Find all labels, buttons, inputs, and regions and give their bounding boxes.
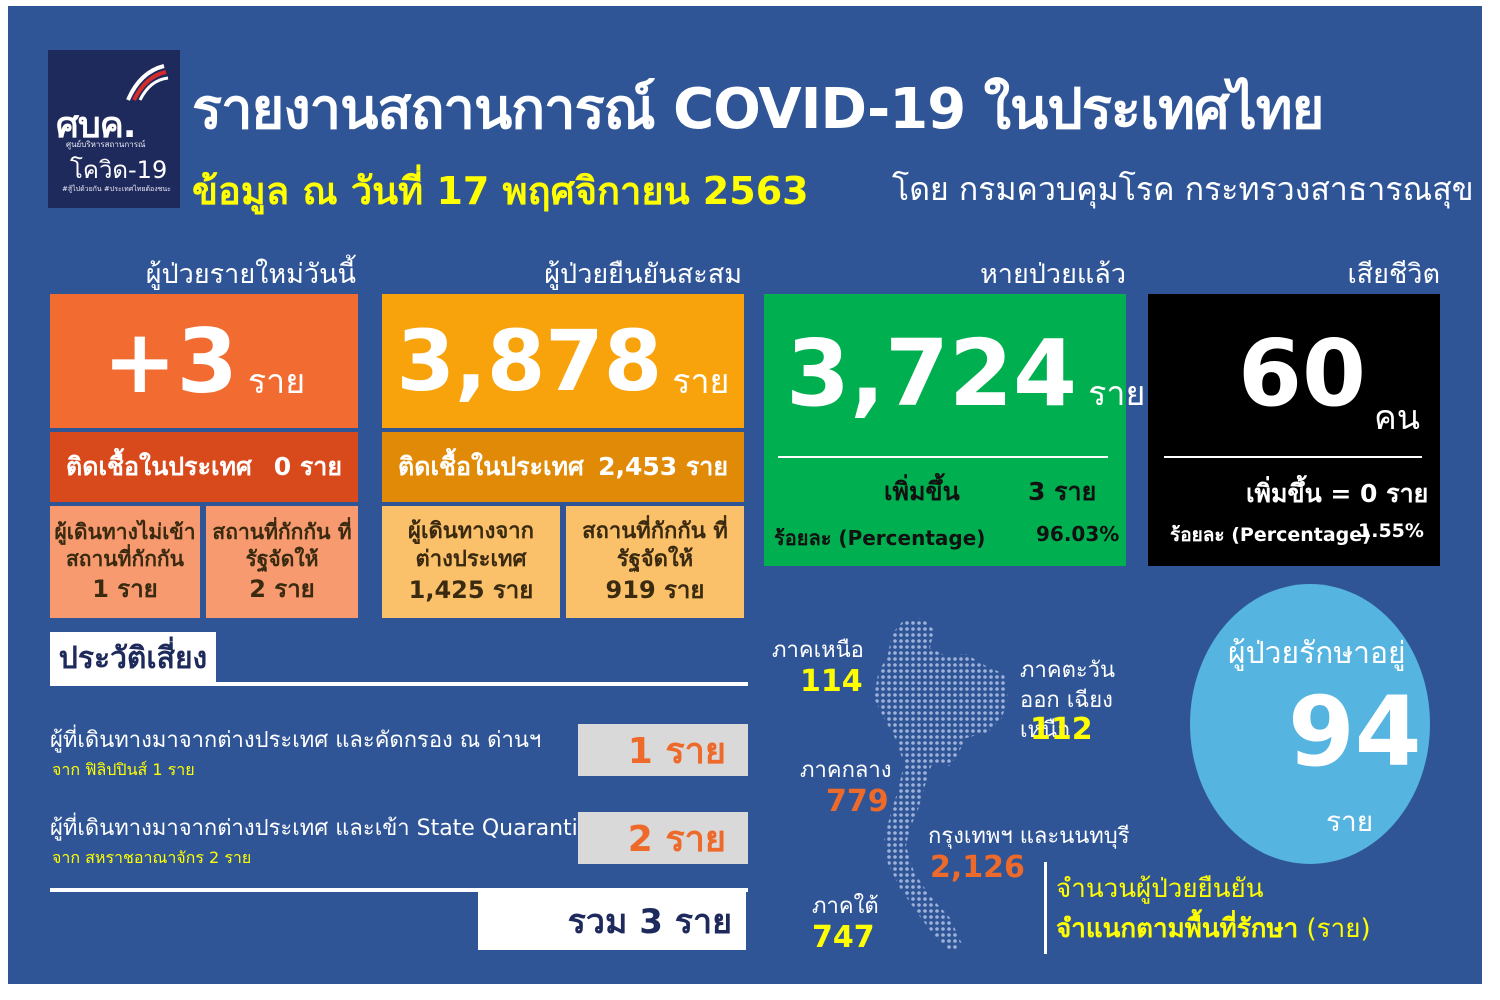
recovered-increase-value: 3 ราย <box>1028 477 1097 506</box>
cumulative-sub2-value: 919 ราย <box>605 576 705 604</box>
cca-logo: ศบค. ศูนย์บริหารสถานการณ์ โควิด-19 #สู้ไ… <box>48 50 180 208</box>
region-central-name: ภาคกลาง <box>800 758 892 783</box>
region-south-value: 747 <box>812 920 875 955</box>
region-central-value: 779 <box>826 784 889 819</box>
new-domestic-label: ติดเชื้อในประเทศ <box>66 452 252 481</box>
legend-line-2-bold: จำแนกตามพื้นที่รักษา <box>1056 914 1299 944</box>
deaths-value: 60 <box>1238 320 1367 427</box>
logo-hashtags: #สู้ไปด้วยกัน #ประเทศไทยต้องชนะ <box>62 185 171 193</box>
region-north-name: ภาคเหนือ <box>772 638 864 663</box>
date-line: ข้อมูล ณ วันที่ 17 พฤศจิกายน 2563 <box>192 169 809 213</box>
cumulative-state-quarantine-cell: สถานที่กักกัน ที่รัฐจัดให้ 919 ราย <box>566 506 744 618</box>
cumulative-unit: ราย <box>672 362 730 402</box>
region-bangkok-value: 2,126 <box>930 850 1025 885</box>
new-sub1-label: ผู้เดินทางไม่เข้า สถานที่กักกัน <box>54 520 196 571</box>
new-cases-heading: ผู้ป่วยรายใหม่วันนี้ <box>145 259 356 290</box>
deaths-percent-value: 1.55% <box>1358 520 1424 542</box>
recovered-percent-value: 96.03% <box>1036 522 1120 546</box>
new-cases-card: +3 ราย <box>50 294 358 428</box>
deaths-divider <box>1164 456 1422 458</box>
thailand-map-icon <box>874 618 1008 952</box>
legend-line-2: จำแนกตามพื้นที่รักษา (ราย) <box>1056 908 1371 949</box>
risk-item-2-desc: ผู้ที่เดินทางมาจากต่างประเทศ และเข้า Sta… <box>50 816 606 841</box>
legend-line-2-unit: (ราย) <box>1306 914 1371 944</box>
in-treatment-label: ผู้ป่วยรักษาอยู่ <box>1228 636 1406 671</box>
cumulative-domestic-label: ติดเชื้อในประเทศ <box>398 452 584 481</box>
region-bangkok-name: กรุงเทพฯ และนนทบุรี <box>928 824 1130 849</box>
legend-line-1: จำนวนผู้ป่วยยืนยัน <box>1056 874 1264 904</box>
in-treatment-circle <box>1190 584 1430 864</box>
recovered-increase-label: เพิ่มขึ้น <box>884 477 960 506</box>
region-north-value: 114 <box>800 664 863 699</box>
region-northeast-value: 112 <box>1030 712 1093 747</box>
region-south-name: ภาคใต้ <box>812 894 879 919</box>
region-northeast-name: ภาคตะวันออก เฉียงเหนือ <box>1020 658 1116 743</box>
deaths-card: 60 คน เพิ่มขึ้น = 0 ราย ร้อยละ (Percenta… <box>1148 294 1440 566</box>
new-non-quarantine-cell: ผู้เดินทางไม่เข้า สถานที่กักกัน 1 ราย <box>50 506 200 618</box>
page-title: รายงานสถานการณ์ COVID-19 ในประเทศไทย <box>192 77 1324 142</box>
in-treatment-unit: ราย <box>1326 805 1374 838</box>
cumulative-heading: ผู้ป่วยยืนยันสะสม <box>544 259 742 290</box>
deaths-unit: คน <box>1374 398 1420 438</box>
new-domestic-value: 0 ราย <box>273 452 342 481</box>
cumulative-domestic-row: ติดเชื้อในประเทศ 2,453 ราย <box>382 432 744 502</box>
risk-item-2-value: 2 ราย <box>578 812 748 864</box>
flag-ribbon-icon <box>126 64 169 101</box>
deaths-percent-label: ร้อยละ (Percentage) <box>1170 524 1371 546</box>
recovered-unit: ราย <box>1088 374 1146 414</box>
logo-title: ศบค. <box>56 105 136 146</box>
new-sub2-value: 2 ราย <box>249 575 315 603</box>
new-state-quarantine-cell: สถานที่กักกัน ที่รัฐจัดให้ 2 ราย <box>206 506 358 618</box>
risk-history-title: ประวัติเสี่ยง <box>50 632 216 684</box>
cumulative-sub2-label: สถานที่กักกัน ที่รัฐจัดให้ <box>582 519 728 572</box>
cumulative-abroad-cell: ผู้เดินทางจาก ต่างประเทศ 1,425 ราย <box>382 506 560 618</box>
new-domestic-row: ติดเชื้อในประเทศ 0 ราย <box>50 432 358 502</box>
new-cases-value: +3 <box>102 309 238 413</box>
risk-top-rule <box>50 682 748 686</box>
recovered-heading: หายป่วยแล้ว <box>979 259 1126 290</box>
logo-covid: โควิด-19 <box>70 156 168 184</box>
risk-item-1-origin: จาก ฟิลิปปินส์ 1 ราย <box>52 760 195 779</box>
new-sub2-label: สถานที่กักกัน ที่รัฐจัดให้ <box>212 520 352 571</box>
new-sub1-value: 1 ราย <box>92 575 158 603</box>
risk-total: รวม 3 ราย <box>478 892 746 950</box>
cumulative-sub1-value: 1,425 ราย <box>408 576 534 604</box>
risk-item-2-origin: จาก สหราชอาณาจักร 2 ราย <box>52 848 252 867</box>
cumulative-domestic-value: 2,453 ราย <box>598 452 728 481</box>
logo-subtitle: ศูนย์บริหารสถานการณ์ <box>66 140 146 149</box>
risk-item-1-desc: ผู้ที่เดินทางมาจากต่างประเทศ และคัดกรอง … <box>50 728 542 753</box>
recovered-value: 3,724 <box>786 320 1078 427</box>
cumulative-sub1-label: ผู้เดินทางจาก ต่างประเทศ <box>408 519 534 572</box>
new-cases-unit: ราย <box>247 362 306 402</box>
deaths-heading: เสียชีวิต <box>1347 259 1440 290</box>
cumulative-value: 3,878 <box>396 312 663 410</box>
risk-item-1-value: 1 ราย <box>578 724 748 776</box>
legend-bar <box>1044 862 1047 954</box>
recovered-percent-label: ร้อยละ (Percentage) <box>774 526 986 550</box>
cumulative-card: 3,878 ราย <box>382 294 744 428</box>
recovered-divider <box>778 456 1108 458</box>
deaths-increase: เพิ่มขึ้น = 0 ราย <box>1246 479 1429 508</box>
source-line: โดย กรมควบคุมโรค กระทรวงสาธารณสุข <box>892 170 1474 208</box>
in-treatment-value: 94 <box>1288 676 1422 788</box>
risk-bottom-rule <box>50 888 748 892</box>
recovered-card: 3,724 ราย เพิ่มขึ้น 3 ราย ร้อยละ (Percen… <box>764 294 1145 566</box>
